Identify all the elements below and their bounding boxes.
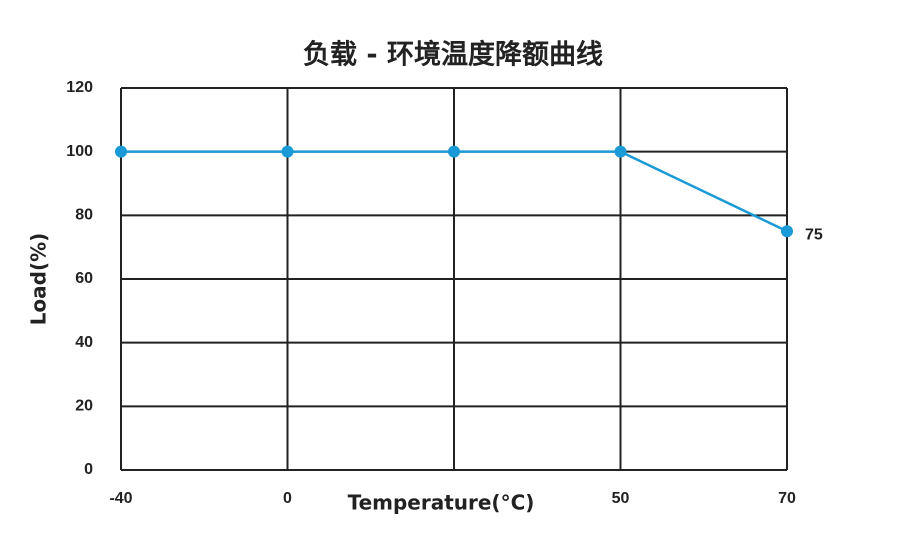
y-tick-label: 20: [75, 398, 93, 415]
data-point: [781, 225, 793, 238]
x-tick-label: 50: [612, 490, 630, 507]
y-tick-label: 120: [66, 79, 93, 96]
x-axis-label: Temperature(°C): [348, 491, 535, 515]
chart-title: 负载 - 环境温度降额曲线: [303, 39, 603, 71]
x-tick-label: 0: [283, 490, 292, 507]
x-tick-label: -40: [109, 490, 132, 507]
x-tick-label: 70: [778, 490, 796, 507]
y-tick-label: 60: [75, 270, 93, 287]
data-point: [281, 145, 294, 158]
data-point: [448, 145, 460, 158]
data-point: [115, 145, 127, 158]
y-tick-label: 80: [75, 207, 93, 224]
y-tick-label: 40: [75, 334, 93, 351]
data-point: [614, 145, 627, 158]
data-label: 75: [805, 226, 823, 243]
y-axis-label: Load(%): [27, 233, 51, 326]
y-tick-label: 0: [84, 461, 93, 478]
y-tick-label: 100: [66, 143, 93, 160]
